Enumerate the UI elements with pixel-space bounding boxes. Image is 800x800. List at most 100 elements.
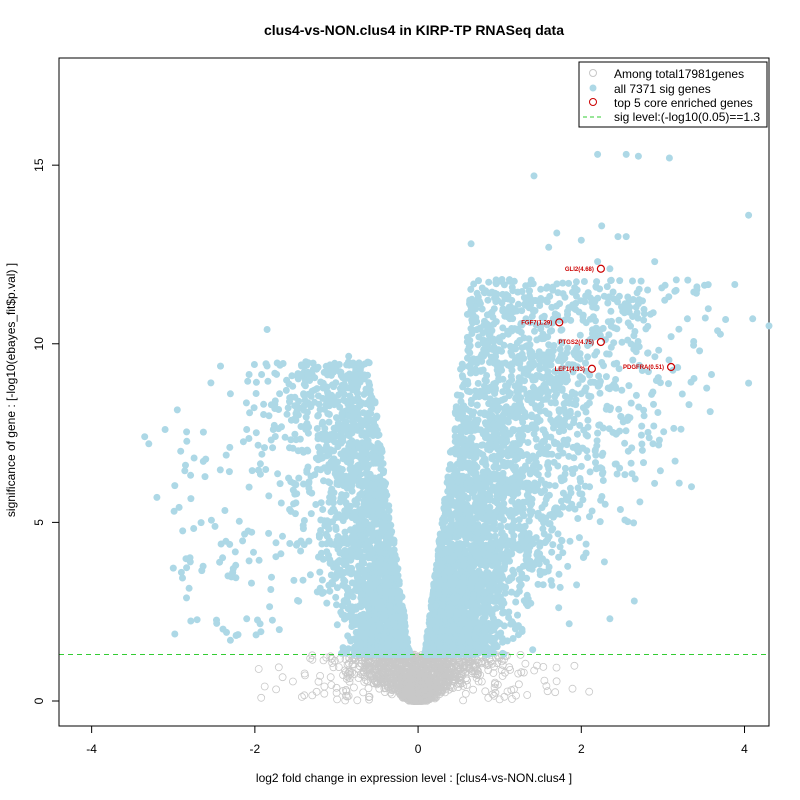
sig-gene-point [457,392,465,400]
sig-gene-point [604,299,612,307]
sig-gene-point [579,404,587,412]
sig-gene-point [508,283,516,291]
sig-gene-point [575,534,583,542]
sig-gene-point [584,432,591,440]
sig-gene-point [577,462,585,470]
sig-gene-point [573,581,581,589]
gene-point [314,677,323,686]
sig-gene-point [628,444,636,452]
sig-gene-point [548,352,556,360]
sig-gene-point [612,376,620,383]
sig-gene-point [516,504,524,512]
gene-point [585,687,594,696]
sig-gene-point [640,305,648,313]
sig-gene-point [690,338,698,345]
sig-gene-point [588,507,596,515]
sig-gene-point [467,369,475,377]
sig-gene-point [613,325,621,333]
sig-gene-point [514,611,521,619]
sig-gene-point [482,528,490,536]
sig-gene-point [582,319,590,327]
sig-gene-point [677,425,685,433]
sig-gene-point [573,430,581,438]
sig-gene-point [544,443,552,451]
sig-gene-point [616,506,624,513]
sig-gene-point [654,409,662,416]
sig-gene-point [614,298,621,306]
sig-gene-point [599,477,607,484]
sig-gene-point [473,401,481,409]
sig-gene-point [582,540,590,548]
sig-gene-point [638,422,646,430]
sig-gene-point [693,283,701,291]
gene-point [345,677,354,686]
gene-point [257,693,266,702]
gene-point [533,661,541,670]
sig-gene-point [555,570,563,578]
sig-gene-point [443,503,451,511]
sig-gene-point [555,604,563,612]
sig-gene-point [514,288,522,296]
sig-gene-point [516,474,524,482]
sig-gene-point [474,482,482,490]
sig-gene-point [585,399,593,407]
sig-gene-point [523,574,531,582]
sig-gene-point [499,305,507,313]
sig-gene-point [470,454,478,462]
sig-gene-point [621,439,629,447]
sig-points [141,150,773,659]
sig-gene-point [607,277,615,285]
sig-gene-point [660,428,668,436]
sig-gene-point [500,516,508,524]
sig-gene-point [469,411,476,419]
sig-gene-point [446,448,454,456]
sig-gene-point [486,358,493,366]
sig-gene-point [490,343,498,351]
sig-gene-point [607,307,615,315]
gene-point [272,685,281,694]
gene-point [503,687,512,696]
sig-gene-point [513,524,521,531]
sig-gene-point [652,377,660,384]
sig-gene-point [555,408,563,416]
sig-gene-point [556,583,564,591]
sig-gene-point [524,439,532,446]
sig-gene-point [526,557,534,565]
sig-gene-point [490,649,498,657]
sig-gene-point [625,308,633,316]
sig-gene-point [655,436,663,444]
sig-gene-point [576,490,584,498]
sig-gene-point [592,304,600,312]
sig-gene-point [564,496,572,504]
sig-gene-point [518,628,526,635]
sig-gene-point [490,516,498,524]
sig-gene-point [450,472,458,480]
sig-gene-point [485,278,493,286]
sig-gene-point [703,384,711,392]
sig-gene-point [545,533,553,541]
plot-frame [58,57,770,727]
gene-point [349,683,358,692]
sig-gene-point [458,372,466,380]
sig-gene-point [642,325,650,333]
sig-gene-point [498,396,506,404]
sig-gene-point [596,389,604,397]
sig-gene-point [537,285,545,293]
sig-gene-point [569,288,576,296]
gene-point [568,684,577,693]
sig-gene-point [474,425,482,433]
sig-gene-point [651,353,659,361]
sig-gene-point [548,526,556,534]
sig-gene-point [451,433,459,440]
sig-gene-point [500,341,508,349]
sig-gene-point [704,305,712,313]
sig-gene-point [537,515,545,523]
sig-gene-point [631,475,639,483]
gene-point [300,691,309,700]
sig-gene-point [551,310,559,318]
sig-gene-point [586,468,594,476]
sig-gene-point [576,373,584,381]
sig-gene-point [616,277,624,285]
sig-gene-point [598,470,606,478]
sig-gene-point [529,376,537,384]
